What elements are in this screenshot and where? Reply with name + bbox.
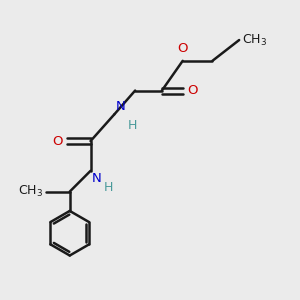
Text: CH$_3$: CH$_3$ [18, 184, 43, 199]
Text: H: H [104, 181, 113, 194]
Text: O: O [187, 84, 198, 97]
Text: N: N [116, 100, 126, 113]
Text: N: N [92, 172, 102, 185]
Text: CH$_3$: CH$_3$ [242, 32, 267, 48]
Text: H: H [128, 119, 137, 132]
Text: O: O [177, 42, 188, 55]
Text: O: O [52, 135, 62, 148]
